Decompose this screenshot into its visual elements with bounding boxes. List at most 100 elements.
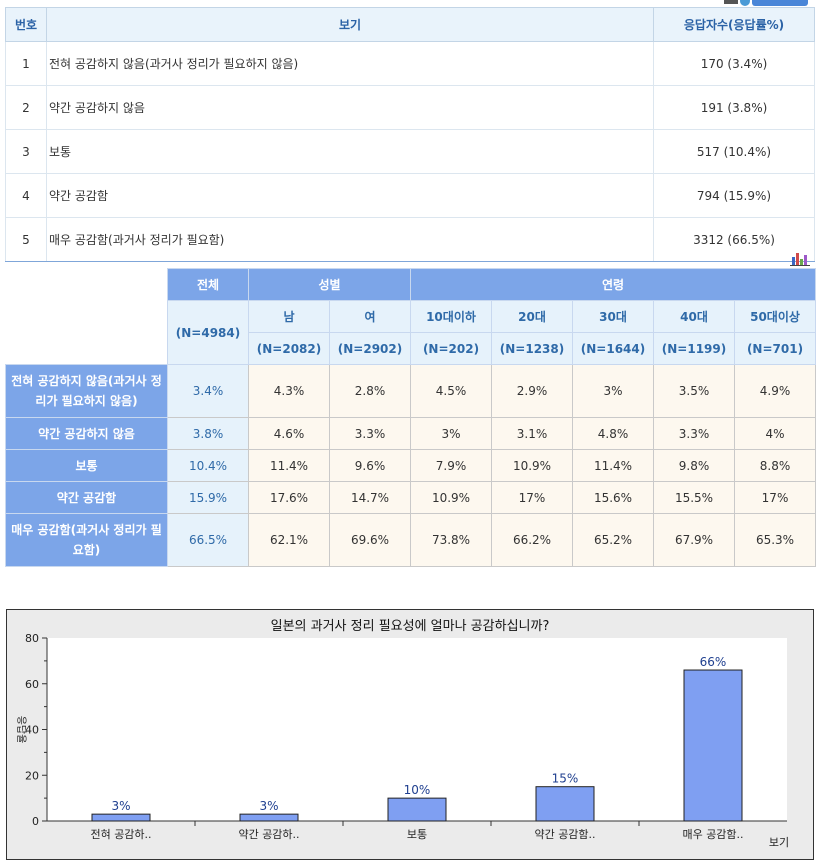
crosstab-value: 2.9% bbox=[491, 364, 573, 418]
crosstab-value: 9.8% bbox=[653, 449, 735, 482]
crosstab-value: 8.8% bbox=[733, 449, 817, 482]
crosstab-column-label: 30대 bbox=[572, 300, 654, 333]
crosstab-value: 4.6% bbox=[248, 417, 330, 450]
crosstab-value: 15.6% bbox=[572, 481, 654, 514]
crosstab-value: 4% bbox=[733, 417, 817, 450]
bar bbox=[91, 813, 151, 822]
bar-data-label: 3% bbox=[111, 799, 130, 813]
bar-data-label: 10% bbox=[404, 783, 431, 797]
row-number: 1 bbox=[5, 41, 47, 86]
crosstab-column-label: 50대이상 bbox=[733, 300, 817, 333]
crosstab-total-value: 3.8% bbox=[167, 417, 249, 450]
table-row: 5 매우 공감함(과거사 정리가 필요함) 3312 (66.5%) bbox=[5, 217, 815, 262]
x-tick-label: 보통 bbox=[407, 828, 427, 841]
y-tick-label: 60 bbox=[25, 678, 39, 691]
crosstab-value: 66.2% bbox=[491, 513, 573, 567]
crosstab-column-n: (N=1199) bbox=[653, 332, 735, 365]
crosstab-column-label: 남 bbox=[248, 300, 330, 333]
chart-title: 일본의 과거사 정리 필요성에 얼마나 공감하십니까? bbox=[270, 619, 550, 634]
option-label: 전혀 공감하지 않음(과거사 정리가 필요하지 않음) bbox=[46, 41, 654, 86]
option-label: 약간 공감함 bbox=[46, 173, 654, 218]
response-summary-table: 번호 보기 응답자수(응답률%) 1 전혀 공감하지 않음(과거사 정리가 필요하… bbox=[5, 7, 815, 262]
crosstab-column-n: (N=2902) bbox=[329, 332, 411, 365]
crosstab-value: 4.8% bbox=[572, 417, 654, 450]
crosstab-row-label: 약간 공감하지 않음 bbox=[5, 417, 168, 450]
crosstab-column-n: (N=202) bbox=[410, 332, 492, 365]
crosstab-value: 15.5% bbox=[653, 481, 735, 514]
crosstab-value: 65.3% bbox=[733, 513, 817, 567]
response-summary-body: 1 전혀 공감하지 않음(과거사 정리가 필요하지 않음) 170 (3.4%) 2 약… bbox=[5, 41, 815, 262]
crosstab-body: 전체 성별 연령 (N=4984) 남 여 10대이하 20대 30대 40대 50대이상 (N=20… bbox=[5, 268, 817, 567]
bar-data-label: 3% bbox=[259, 799, 278, 813]
crosstab-row: 매우 공감함(과거사 정리가 필요함) 66.5% 62.1% 69.6% 73.8% 6… bbox=[5, 513, 817, 567]
crosstab-value: 9.6% bbox=[329, 449, 411, 482]
crosstab-total-value: 3.4% bbox=[167, 364, 249, 418]
y-tick-label: 0 bbox=[32, 815, 39, 828]
table-row: 4 약간 공감함 794 (15.9%) bbox=[5, 173, 815, 218]
table-row: 2 약간 공감하지 않음 191 (3.8%) bbox=[5, 85, 815, 130]
crosstab-value: 10.9% bbox=[491, 449, 573, 482]
crosstab-header-row-3: (N=2082) (N=2902) (N=202) (N=1238) (N=1644)(… bbox=[6, 332, 817, 365]
row-number: 3 bbox=[5, 129, 47, 174]
crosstab-row: 보통 10.4% 11.4% 9.6% 7.9% 10.9% 11.4% 9.8% 8.8% bbox=[5, 449, 817, 482]
bar-data-label: 15% bbox=[552, 772, 579, 786]
crosstab-value: 4.9% bbox=[733, 364, 817, 418]
chart-icon[interactable] bbox=[790, 251, 810, 266]
y-axis-label: 응답율 bbox=[15, 716, 27, 744]
crosstab-age-header: 연령 bbox=[409, 268, 817, 301]
crosstab-value: 3% bbox=[572, 364, 654, 418]
y-tick-label: 20 bbox=[25, 769, 39, 782]
toolbar-button[interactable] bbox=[752, 0, 808, 6]
crosstab-column-label: 40대 bbox=[653, 300, 735, 333]
bar-chart-panel: 일본의 과거사 정리 필요성에 얼마나 공감하십니까? 0 20 40 60 80 응답율… bbox=[6, 609, 814, 860]
crosstab-column-n: (N=1644) bbox=[572, 332, 654, 365]
crosstab-column-n: (N=701) bbox=[733, 332, 817, 365]
crosstab-row: 약간 공감하지 않음 3.8% 4.6% 3.3% 3% 3.1% 4.8% 3.3% 4% bbox=[5, 417, 817, 450]
bar bbox=[683, 669, 743, 822]
print-icon[interactable] bbox=[724, 0, 738, 4]
crosstab-row-label: 매우 공감함(과거사 정리가 필요함) bbox=[5, 513, 168, 567]
table-row: 3 보통 517 (10.4%) bbox=[5, 129, 815, 174]
crosstab-value: 4.5% bbox=[410, 364, 492, 418]
bar bbox=[535, 786, 595, 822]
crosstab-gender-header: 성별 bbox=[248, 268, 411, 301]
crosstab-value: 11.4% bbox=[248, 449, 330, 482]
crosstab-total-value: 10.4% bbox=[167, 449, 249, 482]
crosstab-value: 7.9% bbox=[410, 449, 492, 482]
crosstab-header-row-2: (N=4984) 남 여 10대이하 20대 30대 40대 50대이상 bbox=[6, 300, 817, 365]
crosstab-value: 3% bbox=[410, 417, 492, 450]
col-header-option: 보기 bbox=[46, 7, 654, 42]
response-count: 794 (15.9%) bbox=[653, 173, 815, 218]
crosstab-value: 14.7% bbox=[329, 481, 411, 514]
crosstab-value: 17% bbox=[491, 481, 573, 514]
option-label: 약간 공감하지 않음 bbox=[46, 85, 654, 130]
col-header-num: 번호 bbox=[5, 7, 47, 42]
crosstab-total-header: 전체 bbox=[167, 268, 249, 301]
crosstab-row-label: 보통 bbox=[5, 449, 168, 482]
col-header-count: 응답자수(응답률%) bbox=[653, 7, 815, 42]
crosstab-row-label: 약간 공감함 bbox=[5, 481, 168, 514]
help-icon[interactable] bbox=[740, 0, 750, 6]
crosstab-value: 3.5% bbox=[653, 364, 735, 418]
x-tick-label: 약간 공감하.. bbox=[238, 827, 299, 841]
y-tick-label: 40 bbox=[25, 724, 39, 737]
response-count: 3312 (66.5%) bbox=[653, 217, 815, 262]
response-count: 191 (3.8%) bbox=[653, 85, 815, 130]
crosstab-column-n: (N=1238) bbox=[491, 332, 573, 365]
x-axis-label: 보기 bbox=[769, 836, 789, 849]
crosstab-value: 69.6% bbox=[329, 513, 411, 567]
crosstab-row: 약간 공감함 15.9% 17.6% 14.7% 10.9% 17% 15.6% 15.5% 1… bbox=[5, 481, 817, 514]
crosstab-column-label: 10대이하 bbox=[410, 300, 492, 333]
y-tick-label: 80 bbox=[25, 632, 39, 645]
crosstab-value: 17.6% bbox=[248, 481, 330, 514]
crosstab-header-row-1: 전체 성별 연령 bbox=[5, 268, 817, 365]
bar-chart: 0 20 40 60 80 응답율 3% 전혀 공감하.. 3% 약간 공감하.. 10% 보통 15%… bbox=[15, 632, 789, 849]
crosstab-value: 3.3% bbox=[653, 417, 735, 450]
bar bbox=[239, 813, 299, 822]
crosstab-total-value: 66.5% bbox=[167, 513, 249, 567]
x-tick-label: 매우 공감함.. bbox=[682, 828, 743, 841]
crosstab-value: 73.8% bbox=[410, 513, 492, 567]
crosstab-value: 67.9% bbox=[653, 513, 735, 567]
table-row: 1 전혀 공감하지 않음(과거사 정리가 필요하지 않음) 170 (3.4%) bbox=[5, 41, 815, 86]
toolbar-icons bbox=[724, 0, 818, 6]
